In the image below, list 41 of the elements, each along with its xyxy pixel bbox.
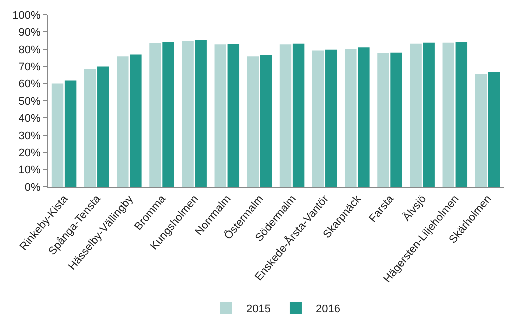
y-tick-label: 70% (18, 61, 42, 74)
bar (475, 74, 488, 187)
bar (98, 66, 110, 187)
y-tick-label: 20% (18, 147, 42, 160)
bar (442, 42, 454, 187)
bar (247, 56, 260, 187)
y-tick-label: 90% (18, 27, 42, 40)
bar (64, 80, 77, 187)
bar (326, 50, 338, 187)
bar (117, 56, 129, 187)
y-tick-label: 10% (18, 164, 42, 177)
bar (162, 42, 174, 187)
y-tick-label: 40% (18, 113, 42, 126)
bar (182, 40, 194, 187)
bar (280, 44, 292, 187)
legend-label: 2016 (316, 303, 340, 316)
bar (214, 44, 226, 187)
bar (84, 69, 96, 187)
bar (195, 40, 207, 187)
bar (358, 48, 370, 187)
bar (260, 55, 272, 187)
bar (423, 42, 435, 187)
bar (228, 44, 240, 187)
bar (378, 53, 390, 187)
bar (456, 42, 468, 187)
y-tick-label: 100% (12, 10, 42, 22)
y-tick-label: 50% (18, 96, 42, 108)
bar (390, 52, 402, 187)
bar (150, 43, 162, 187)
y-tick-label: 0% (24, 182, 42, 194)
bar (130, 54, 142, 187)
legend-label: 2015 (246, 303, 271, 316)
bar (345, 49, 357, 187)
bar (488, 72, 500, 187)
bar (52, 84, 64, 187)
y-tick-label: 30% (18, 130, 42, 142)
bar (410, 44, 422, 187)
bar (292, 44, 305, 187)
y-tick-label: 80% (18, 44, 42, 56)
y-tick-label: 60% (18, 78, 42, 91)
bar (312, 50, 324, 187)
